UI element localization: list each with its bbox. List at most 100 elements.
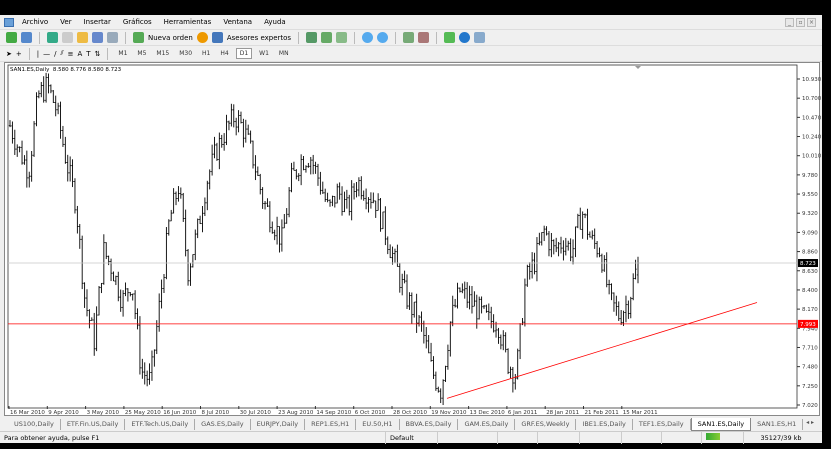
horizontal-line-icon[interactable]: — [43,49,51,58]
status-bar: Para obtener ayuda, pulse F1 Default 351… [0,431,822,444]
channel-icon[interactable]: ⫽ [60,49,64,57]
bar-chart-icon[interactable] [306,32,318,43]
x-tick-label: 6 Jan 2011 [508,410,537,416]
x-tick-label: 28 Oct 2010 [393,410,428,416]
metaeditor-icon[interactable] [196,32,208,43]
trendline-icon[interactable]: / [54,49,57,58]
text-icon[interactable]: A [77,49,83,58]
terminal-icon[interactable] [92,32,103,43]
chart-tabs: US100,Daily ETF.Fin.US,Daily ETF.Tech.US,D… [0,417,822,431]
close-button[interactable]: × [807,18,816,27]
timeframe-h4[interactable]: H4 [220,50,229,57]
chart-tab[interactable]: EU.50,H1 [356,418,400,430]
chart-tab[interactable]: REP1.ES,H1 [305,418,357,430]
line-chart-icon[interactable] [336,32,348,43]
menu-insertar[interactable]: Insertar [83,18,111,26]
experts-button[interactable]: Asesores expertos [226,33,292,42]
chart-window[interactable]: 10.930 10.700 10.470 10.240 10.010 9.780 9.550… [4,62,821,417]
arrows-icon[interactable]: ⇅ [94,49,101,58]
timeframe-w1[interactable]: W1 [259,50,269,57]
zoom-out-icon[interactable] [377,32,389,43]
restore-button[interactable]: ▫ [796,18,805,27]
minimize-button[interactable]: _ [785,18,794,27]
chart-tab[interactable]: GRF.ES,Weekly [515,418,577,430]
status-profile: Default [386,431,438,444]
autoscroll-icon[interactable] [403,32,415,43]
chart-tab[interactable]: IBE1.ES,Daily [576,418,633,430]
vertical-line-icon[interactable]: | [36,49,40,58]
chart-tab[interactable]: GAM.ES,Daily [458,418,516,430]
timeframe-m15[interactable]: M15 [156,50,170,57]
chart-tab[interactable]: ETF.Fin.US,Daily [61,418,126,430]
profiles-icon[interactable] [21,32,32,43]
fibonacci-icon[interactable]: ≡ [67,49,74,58]
price-chart[interactable]: 10.930 10.700 10.470 10.240 10.010 9.780 9.550… [5,63,821,417]
chart-shift-icon[interactable] [418,32,430,43]
y-tick-label: 8.630 [802,269,818,275]
data-window-icon[interactable] [62,32,73,43]
support-price-badge [798,319,818,328]
main-toolbar: Nueva orden Asesores expertos [0,30,822,46]
y-tick-label: 9.550 [802,192,818,198]
templates-icon[interactable] [474,32,486,43]
app-icon [4,17,14,27]
timeframe-m1[interactable]: M1 [118,50,128,57]
tab-scroll-arrows[interactable]: ◂ ▸ [806,419,814,426]
chart-legend: SAN1.ES,Daily 8.580 8.776 8.580 8.723 [10,67,122,73]
menu-archivo[interactable]: Archivo [22,18,49,26]
y-tick-label: 9.320 [802,211,818,217]
active-chart-tab[interactable]: SAN1.ES,Daily [690,417,752,431]
navigator-icon[interactable] [77,32,88,43]
menu-ayuda[interactable]: Ayuda [264,18,286,26]
new-chart-icon[interactable] [6,32,17,43]
zoom-in-icon[interactable] [362,32,374,43]
candle-chart-icon[interactable] [321,32,333,43]
periods-icon[interactable] [459,32,471,43]
label-icon[interactable]: T [86,49,91,58]
y-tick-label: 10.700 [802,96,821,102]
chart-tab[interactable]: EURJPY,Daily [251,418,306,430]
x-tick-label: 21 Feb 2011 [585,410,619,416]
chart-tab[interactable]: TEF1.ES,Daily [633,418,691,430]
x-tick-label: 8 Jul 2010 [202,410,230,416]
cursor-icon[interactable]: ➤ [6,49,12,58]
chart-tab[interactable]: BBVA.ES,Daily [400,418,459,430]
timeframe-m5[interactable]: M5 [137,50,147,57]
timeframe-h1[interactable]: H1 [202,50,211,57]
menu-graficos[interactable]: Gráficos [122,18,152,26]
y-tick-label: 8.170 [802,307,818,313]
y-tick-label: 7.710 [802,345,818,351]
chart-tab[interactable]: SAN1.ES,H1 [751,418,804,430]
last-price-badge [798,259,818,268]
menu-ventana[interactable]: Ventana [223,18,253,26]
y-tick-label: 8.860 [802,250,818,256]
menu-herramientas[interactable]: Herramientas [163,18,212,26]
x-tick-label: 6 Oct 2010 [355,410,386,416]
y-tick-label: 9.090 [802,230,818,236]
chart-tab[interactable]: ETF.Tech.US,Daily [125,418,196,430]
new-order-icon [133,32,144,43]
x-tick-label: 16 Mar 2010 [10,410,45,416]
x-tick-label: 9 Apr 2010 [48,410,79,416]
new-order-button[interactable]: Nueva orden [148,33,193,42]
line-studies-toolbar: ➤ + | — / ⫽ ≡ A T ⇅ M1 M5 M15 M30 H1 H4 … [0,46,822,62]
y-tick-label: 7.480 [802,365,818,371]
y-tick-label: 10.930 [802,77,821,83]
chart-tab[interactable]: GAS.ES,Daily [195,418,251,430]
crosshair-icon[interactable]: + [15,49,22,58]
y-tick-label: 10.470 [802,115,821,121]
tester-icon[interactable] [107,32,118,43]
x-tick-label: 14 Sep 2010 [316,410,351,416]
x-tick-label: 25 May 2010 [125,410,161,416]
chart-tab[interactable]: US100,Daily [8,418,61,430]
indicators-icon[interactable] [444,32,456,43]
plot-frame [7,64,798,409]
connection-icon [706,432,720,440]
market-watch-icon[interactable] [47,32,58,43]
timeframe-m30[interactable]: M30 [179,50,193,57]
chart-shift-marker [635,66,641,69]
timeframe-mn[interactable]: MN [278,50,289,57]
menu-ver[interactable]: Ver [60,18,72,26]
status-help: Para obtener ayuda, pulse F1 [0,431,386,444]
timeframe-d1[interactable]: D1 [235,48,253,59]
